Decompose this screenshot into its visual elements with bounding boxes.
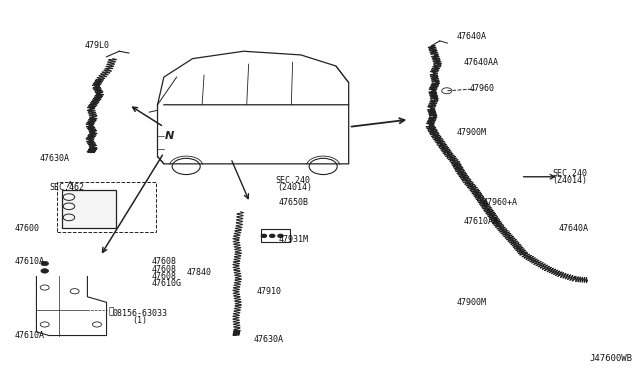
FancyBboxPatch shape bbox=[62, 190, 116, 228]
Text: 47610A: 47610A bbox=[14, 331, 44, 340]
Text: 08156-63033: 08156-63033 bbox=[113, 309, 168, 318]
Text: 47960+A: 47960+A bbox=[483, 198, 518, 207]
Text: 47610AA: 47610AA bbox=[463, 217, 499, 225]
Text: SEC.462: SEC.462 bbox=[49, 183, 84, 192]
Text: 47640AA: 47640AA bbox=[463, 58, 499, 67]
Text: 47840: 47840 bbox=[186, 268, 211, 277]
Circle shape bbox=[269, 234, 275, 237]
Text: Ⓑ: Ⓑ bbox=[108, 308, 114, 317]
Text: (24014): (24014) bbox=[277, 183, 312, 192]
Text: 47600: 47600 bbox=[14, 224, 39, 233]
Text: 47630A: 47630A bbox=[40, 154, 70, 163]
Text: 47608: 47608 bbox=[151, 257, 176, 266]
Text: (1): (1) bbox=[132, 316, 147, 325]
Circle shape bbox=[261, 234, 266, 237]
Text: 47960: 47960 bbox=[470, 84, 495, 93]
Circle shape bbox=[41, 261, 49, 266]
Text: 47650B: 47650B bbox=[278, 198, 308, 207]
Text: 47900M: 47900M bbox=[457, 128, 487, 137]
Circle shape bbox=[41, 269, 49, 273]
Text: (Z4014): (Z4014) bbox=[552, 176, 588, 185]
Text: 47910: 47910 bbox=[256, 287, 281, 296]
Circle shape bbox=[278, 234, 283, 237]
Text: SEC.240: SEC.240 bbox=[275, 176, 310, 185]
Text: 47931M: 47931M bbox=[278, 235, 308, 244]
Text: 47630A: 47630A bbox=[253, 335, 283, 344]
Text: N: N bbox=[164, 131, 173, 141]
Text: J47600WB: J47600WB bbox=[589, 354, 632, 363]
Text: 47640A: 47640A bbox=[457, 32, 487, 41]
Text: 47640A: 47640A bbox=[559, 224, 589, 233]
Text: 47610A: 47610A bbox=[14, 257, 44, 266]
Text: 47608: 47608 bbox=[151, 272, 176, 281]
Text: 47900M: 47900M bbox=[457, 298, 487, 307]
Text: SEC.240: SEC.240 bbox=[552, 169, 588, 177]
Text: 479L0: 479L0 bbox=[84, 41, 109, 50]
Text: 47610G: 47610G bbox=[151, 279, 181, 288]
Text: 47608: 47608 bbox=[151, 264, 176, 273]
